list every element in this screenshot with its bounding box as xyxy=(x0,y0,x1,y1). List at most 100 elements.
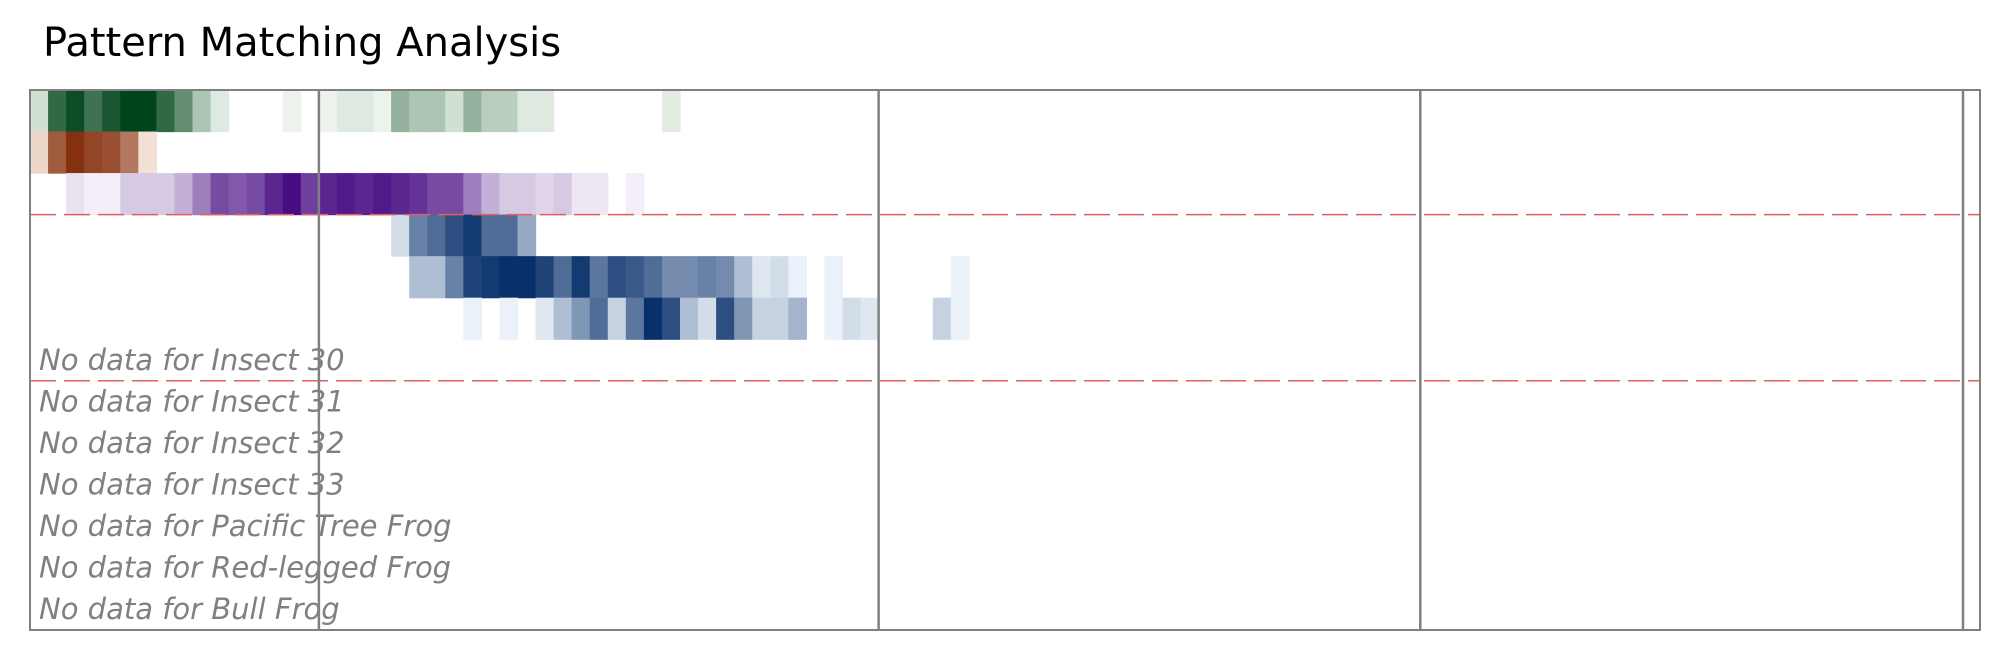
heatmap-cell xyxy=(625,173,645,216)
heatmap-cell xyxy=(246,173,266,216)
heatmap-cell xyxy=(174,173,194,216)
heatmap-cell xyxy=(643,256,663,299)
heatmap-cell xyxy=(210,173,230,216)
chart-title: Pattern Matching Analysis xyxy=(43,20,562,66)
heatmap-cell xyxy=(192,173,212,216)
heatmap-cell xyxy=(716,256,735,299)
heatmap-cell xyxy=(788,256,807,299)
heatmap-cell xyxy=(463,90,482,133)
heatmap-cell xyxy=(409,214,428,257)
heatmap-cell xyxy=(698,256,717,299)
heatmap-cell xyxy=(571,256,591,299)
heatmap-cell xyxy=(535,297,555,340)
heatmap-cell xyxy=(553,297,573,340)
plot-frame xyxy=(29,89,1981,631)
no-data-label: No data for Bull Frog xyxy=(39,592,340,626)
heatmap-cell xyxy=(950,256,970,299)
heatmap-cell xyxy=(228,173,248,216)
heatmap-cell xyxy=(517,90,537,133)
heatmap-cell xyxy=(517,173,537,216)
heatmap-cell xyxy=(716,297,735,340)
heatmap-cell xyxy=(409,173,428,216)
heatmap-cell xyxy=(481,214,501,257)
heatmap-cell xyxy=(48,131,67,174)
heatmap-cell xyxy=(300,173,320,216)
heatmap-cell xyxy=(120,131,139,174)
heatmap-cell xyxy=(770,256,789,299)
heatmap-cell xyxy=(860,297,880,340)
heatmap-cell xyxy=(445,173,464,216)
heatmap-cell xyxy=(66,131,85,174)
heatmap-cell xyxy=(445,256,464,299)
heatmap-cell xyxy=(138,173,157,216)
heatmap-cell xyxy=(282,173,302,216)
heatmap-cell xyxy=(391,214,410,257)
heatmap-cell xyxy=(318,90,338,133)
heatmap-cell xyxy=(535,90,555,133)
heatmap-cell xyxy=(698,297,717,340)
heatmap-cell xyxy=(156,173,176,216)
heatmap-cell xyxy=(336,90,356,133)
heatmap-cell xyxy=(589,256,609,299)
heatmap-cell xyxy=(66,173,85,216)
heatmap-cell xyxy=(355,173,374,216)
heatmap-cell xyxy=(391,173,410,216)
heatmap-cell xyxy=(373,90,392,133)
heatmap-cell xyxy=(210,90,230,133)
heatmap-cell xyxy=(734,297,753,340)
heatmap-cell xyxy=(950,297,970,340)
heatmap-cell xyxy=(48,90,67,133)
no-data-label: No data for Red-legged Frog xyxy=(39,551,451,585)
no-data-label: No data for Insect 31 xyxy=(39,385,345,419)
heatmap-cell xyxy=(680,256,699,299)
heatmap-cell xyxy=(481,256,501,299)
heatmap-cell xyxy=(156,90,176,133)
heatmap-cell xyxy=(427,90,446,133)
heatmap-cell xyxy=(102,90,121,133)
heatmap-cell xyxy=(932,297,952,340)
heatmap-cell xyxy=(535,173,555,216)
group-dividers xyxy=(30,213,1980,382)
heatmap-cell xyxy=(499,297,519,340)
heatmap-cell xyxy=(788,297,807,340)
heatmap-cell xyxy=(102,131,121,174)
no-data-label: No data for Insect 32 xyxy=(39,426,345,460)
heatmap-cell xyxy=(517,214,537,257)
heatmap-cell xyxy=(84,173,103,216)
heatmap-cell xyxy=(517,256,537,299)
heatmap-cell xyxy=(481,173,501,216)
heatmap-cell xyxy=(373,173,392,216)
row-labels: No data for Insect 30 No data for Insect … xyxy=(39,343,452,626)
heatmap-cell xyxy=(463,256,482,299)
heatmap-cell xyxy=(661,297,681,340)
heatmap-cell xyxy=(571,173,591,216)
heatmap-cell xyxy=(30,131,49,174)
heatmap-cell xyxy=(120,90,139,133)
heatmap-cell xyxy=(752,256,771,299)
heatmap-cell xyxy=(499,90,519,133)
heatmap-cell xyxy=(499,214,519,257)
heatmap-cell xyxy=(138,90,157,133)
heatmap-cell xyxy=(571,297,591,340)
no-data-label: No data for Insect 33 xyxy=(39,468,345,502)
heatmap-cell xyxy=(84,90,103,133)
heatmap-cell xyxy=(336,173,356,216)
heatmap-cell xyxy=(463,214,482,257)
heatmap-cell xyxy=(680,297,699,340)
heatmap-cell xyxy=(842,297,862,340)
heatmap-cell xyxy=(625,297,645,340)
heatmap-cell xyxy=(409,256,428,299)
no-data-label: No data for Pacific Tree Frog xyxy=(39,509,452,543)
heatmap-cell xyxy=(409,90,428,133)
heatmap-cell xyxy=(535,256,555,299)
heatmap-cell xyxy=(264,173,284,216)
heatmap-cell xyxy=(824,256,844,299)
heatmap-cell xyxy=(463,173,482,216)
heatmap-cell xyxy=(445,90,464,133)
heatmap-cell xyxy=(499,256,519,299)
heatmap-cell xyxy=(66,90,85,133)
heatmap-cell xyxy=(553,173,573,216)
heatmap-cell xyxy=(752,297,771,340)
heatmap-cell xyxy=(824,297,844,340)
heatmap-cell xyxy=(84,131,103,174)
